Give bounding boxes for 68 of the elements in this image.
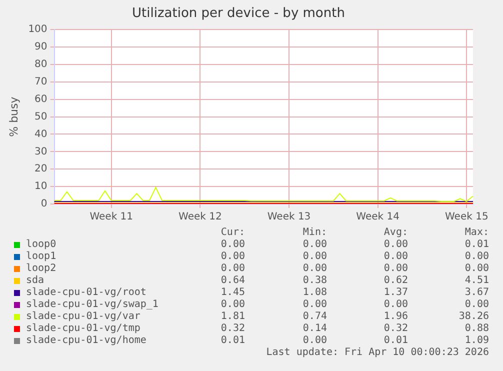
legend-label: loop2: [26, 263, 56, 274]
text: 0.00: [464, 263, 489, 274]
text: Cur:: [220, 227, 245, 238]
x-tick-label: Week 12: [178, 212, 222, 223]
text: Last update: Fri Apr 10 00:00:23 2026: [266, 347, 489, 358]
text: Max:: [464, 227, 489, 238]
legend-label: loop0: [26, 239, 56, 250]
text: 0.88: [464, 323, 489, 334]
y-tick-label: 30: [34, 146, 48, 158]
text: 1.08: [302, 287, 327, 298]
y-tick-label: 90: [34, 42, 48, 53]
x-tick-label: Week 13: [267, 212, 311, 223]
text: Avg:: [384, 227, 408, 238]
legend-label: slade-cpu-01-vg/home: [26, 335, 146, 346]
legend-label: sda: [26, 275, 44, 286]
legend-label: slade-cpu-01-vg/var: [26, 311, 140, 322]
text: Min:: [302, 227, 327, 238]
text: 0.38: [302, 275, 327, 286]
text: 4.51: [464, 275, 489, 286]
text: 0.14: [302, 323, 327, 334]
text: 0.64: [220, 275, 245, 286]
text: 0.00: [384, 299, 408, 310]
text: 0.00: [220, 251, 245, 262]
text: 0.00: [302, 239, 327, 250]
legend-label: slade-cpu-01-vg/root: [26, 287, 146, 298]
text: 0.00: [302, 299, 327, 310]
text: 0.74: [302, 311, 327, 322]
text: 0.01: [220, 335, 245, 346]
text: 0.00: [464, 251, 489, 262]
text: 0.00: [220, 263, 245, 274]
x-tick-label: Week 14: [356, 212, 400, 223]
y-tick-label: 80: [34, 59, 48, 70]
legend-label: slade-cpu-01-vg/tmp: [26, 323, 140, 334]
y-tick-label: 50: [34, 111, 48, 122]
x-tick-label: Week 15: [445, 212, 488, 223]
text: 1.37: [384, 287, 408, 298]
text: 1.09: [464, 335, 489, 346]
text: 0.00: [302, 263, 327, 274]
text: 38.26: [458, 311, 489, 322]
text: 0.00: [464, 299, 489, 310]
y-tick-label: 0: [40, 198, 48, 210]
y-tick-label: 60: [34, 94, 48, 105]
text: 0.01: [384, 335, 408, 346]
text: 1.96: [384, 311, 408, 322]
text: 0.00: [302, 335, 327, 346]
text: 0.00: [220, 299, 245, 310]
y-tick-label: 70: [34, 76, 48, 88]
text: 0.00: [220, 239, 245, 250]
legend-label: slade-cpu-01-vg/swap_1: [26, 299, 158, 310]
y-axis-title: % busy: [7, 96, 20, 137]
y-tick-label: 10: [34, 181, 48, 192]
text: 0.01: [464, 239, 489, 250]
text: 0.00: [302, 251, 327, 262]
text: 0.32: [220, 323, 245, 334]
text: 0.00: [384, 251, 408, 262]
text: 1.45: [220, 287, 245, 298]
text: 0.62: [384, 275, 408, 286]
y-tick-label: 20: [34, 164, 48, 175]
text: 0.00: [384, 263, 408, 274]
y-tick-label: 100: [28, 24, 48, 36]
legend-label: loop1: [26, 251, 56, 262]
text: 3.67: [464, 287, 489, 298]
text: 1.81: [220, 311, 245, 322]
text: 0.32: [384, 323, 408, 334]
x-tick-label: Week 11: [90, 212, 134, 223]
text: 0.00: [384, 239, 408, 250]
y-tick-label: 40: [34, 128, 48, 140]
chart-title: Utilization per device - by month: [132, 6, 345, 22]
